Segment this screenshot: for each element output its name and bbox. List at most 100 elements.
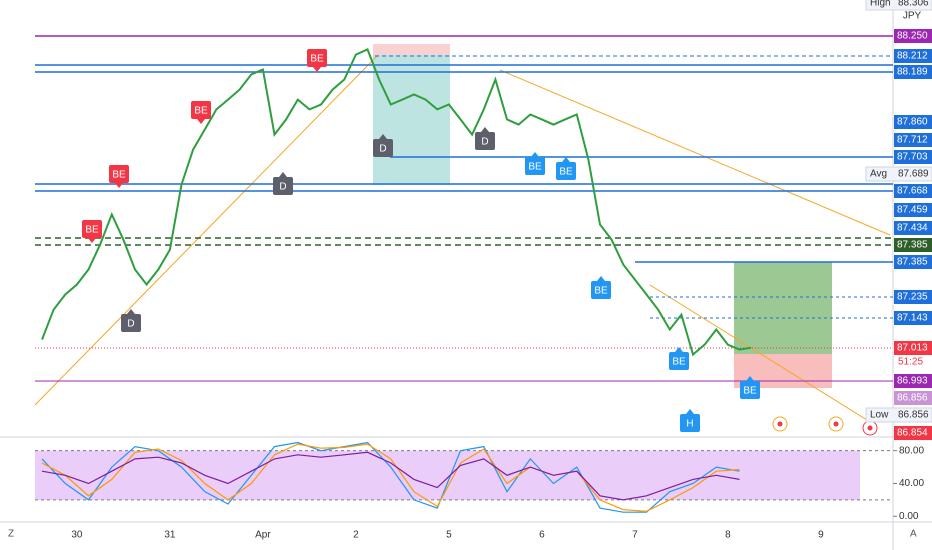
y-tick-label: 80.00	[899, 445, 924, 456]
price-label: 87.434	[897, 223, 928, 234]
annotation-label: BE	[112, 170, 126, 181]
price-label-box	[894, 221, 932, 235]
trendline	[499, 69, 891, 236]
annotation-box	[591, 281, 611, 299]
annotation-box	[273, 177, 293, 195]
annotation-label: D	[279, 182, 286, 193]
annotation-box	[373, 139, 393, 157]
price-label: 86.854	[897, 428, 928, 439]
stat-box	[865, 166, 932, 182]
price-label-box	[894, 238, 932, 252]
stat-name: High	[870, 0, 891, 9]
x-tick-label: 6	[539, 530, 545, 541]
target-zone	[734, 262, 832, 354]
y-tick-label: 0.00	[899, 511, 919, 522]
alert-icon-dot	[867, 425, 873, 431]
price-label: 87.860	[897, 117, 928, 128]
price-line	[41, 48, 752, 357]
oscillator-band	[35, 450, 860, 500]
price-label-box	[894, 203, 932, 217]
annotation-pointer	[746, 376, 754, 381]
price-label: 88.250	[897, 31, 928, 42]
price-label: 87.459	[897, 205, 928, 216]
y-tick-label: 40.00	[899, 478, 924, 489]
annotation-box	[525, 157, 545, 175]
price-label: 87.703	[897, 152, 928, 163]
price-label-box	[894, 133, 932, 147]
price-label-box	[894, 290, 932, 304]
annotation-label: BE	[194, 106, 208, 117]
price-label-box	[894, 115, 932, 129]
annotation-box	[556, 162, 576, 180]
annotation-pointer	[313, 67, 321, 72]
price-label: 88.212	[897, 51, 928, 62]
price-label: 87.668	[897, 186, 928, 197]
currency-label: JPY	[903, 11, 922, 22]
x-tick-label: 31	[164, 530, 176, 541]
oscillator-line	[41, 443, 740, 512]
annotation-pointer	[88, 238, 96, 243]
price-label-box	[894, 391, 932, 405]
annotation-label: BE	[594, 286, 608, 297]
annotation-box	[680, 414, 700, 432]
price-label: 87.013	[897, 343, 928, 354]
price-label-box	[894, 49, 932, 63]
price-label: 87.143	[897, 313, 928, 324]
price-label-box	[894, 374, 932, 388]
x-tick-label: 9	[818, 530, 824, 541]
annotation-pointer	[531, 152, 539, 157]
annotation-label: D	[481, 137, 488, 148]
annotation-box	[82, 220, 102, 238]
annotation-box	[669, 352, 689, 370]
annotation-box	[740, 381, 760, 399]
stat-value: 87.689	[898, 169, 929, 180]
price-label: 87.385	[897, 257, 928, 268]
annotation-label: BE	[743, 386, 757, 397]
oscillator-line	[41, 441, 740, 513]
annotation-label: BE	[672, 357, 686, 368]
stat-name: Avg	[870, 169, 887, 180]
annotation-label: BE	[310, 54, 324, 65]
price-label-box	[894, 29, 932, 43]
annotation-pointer	[115, 183, 123, 188]
stat-value: 86.856	[898, 410, 929, 421]
annotation-label: BE	[528, 162, 542, 173]
price-label-box	[894, 255, 932, 269]
stop-zone	[373, 44, 450, 55]
x-tick-label: 2	[353, 530, 359, 541]
x-tick-label: Apr	[255, 530, 271, 541]
annotation-box	[121, 314, 141, 332]
corner-label: Z	[8, 529, 14, 540]
price-label: 88.189	[897, 67, 928, 78]
price-label: 86.993	[897, 376, 928, 387]
trendline	[649, 284, 876, 426]
annotation-label: D	[379, 144, 386, 155]
stat-box	[865, 407, 932, 423]
price-label-box	[894, 311, 932, 325]
price-label-box	[894, 150, 932, 164]
annotation-label: BE	[85, 225, 99, 236]
x-tick-label: 5	[446, 530, 452, 541]
price-label-box	[894, 426, 932, 440]
price-label-box	[894, 341, 932, 355]
annotation-pointer	[675, 347, 683, 352]
alert-icon-dot	[777, 421, 783, 427]
annotation-pointer	[686, 409, 694, 414]
annotation-pointer	[197, 119, 205, 124]
annotation-pointer	[562, 157, 570, 162]
annotation-label: BE	[559, 167, 573, 178]
alert-icon-dot	[833, 421, 839, 427]
countdown: 51:25	[898, 357, 923, 368]
x-tick-label: 30	[71, 530, 83, 541]
oscillator-line	[41, 451, 740, 501]
annotation-pointer	[279, 172, 287, 177]
annotation-label: D	[127, 319, 134, 330]
annotation-box	[475, 132, 495, 150]
annotation-pointer	[597, 276, 605, 281]
annotation-pointer	[379, 134, 387, 139]
price-label-box	[894, 65, 932, 79]
stat-box	[865, 0, 932, 11]
annotation-box	[191, 101, 211, 119]
x-tick-label: 8	[725, 530, 731, 541]
